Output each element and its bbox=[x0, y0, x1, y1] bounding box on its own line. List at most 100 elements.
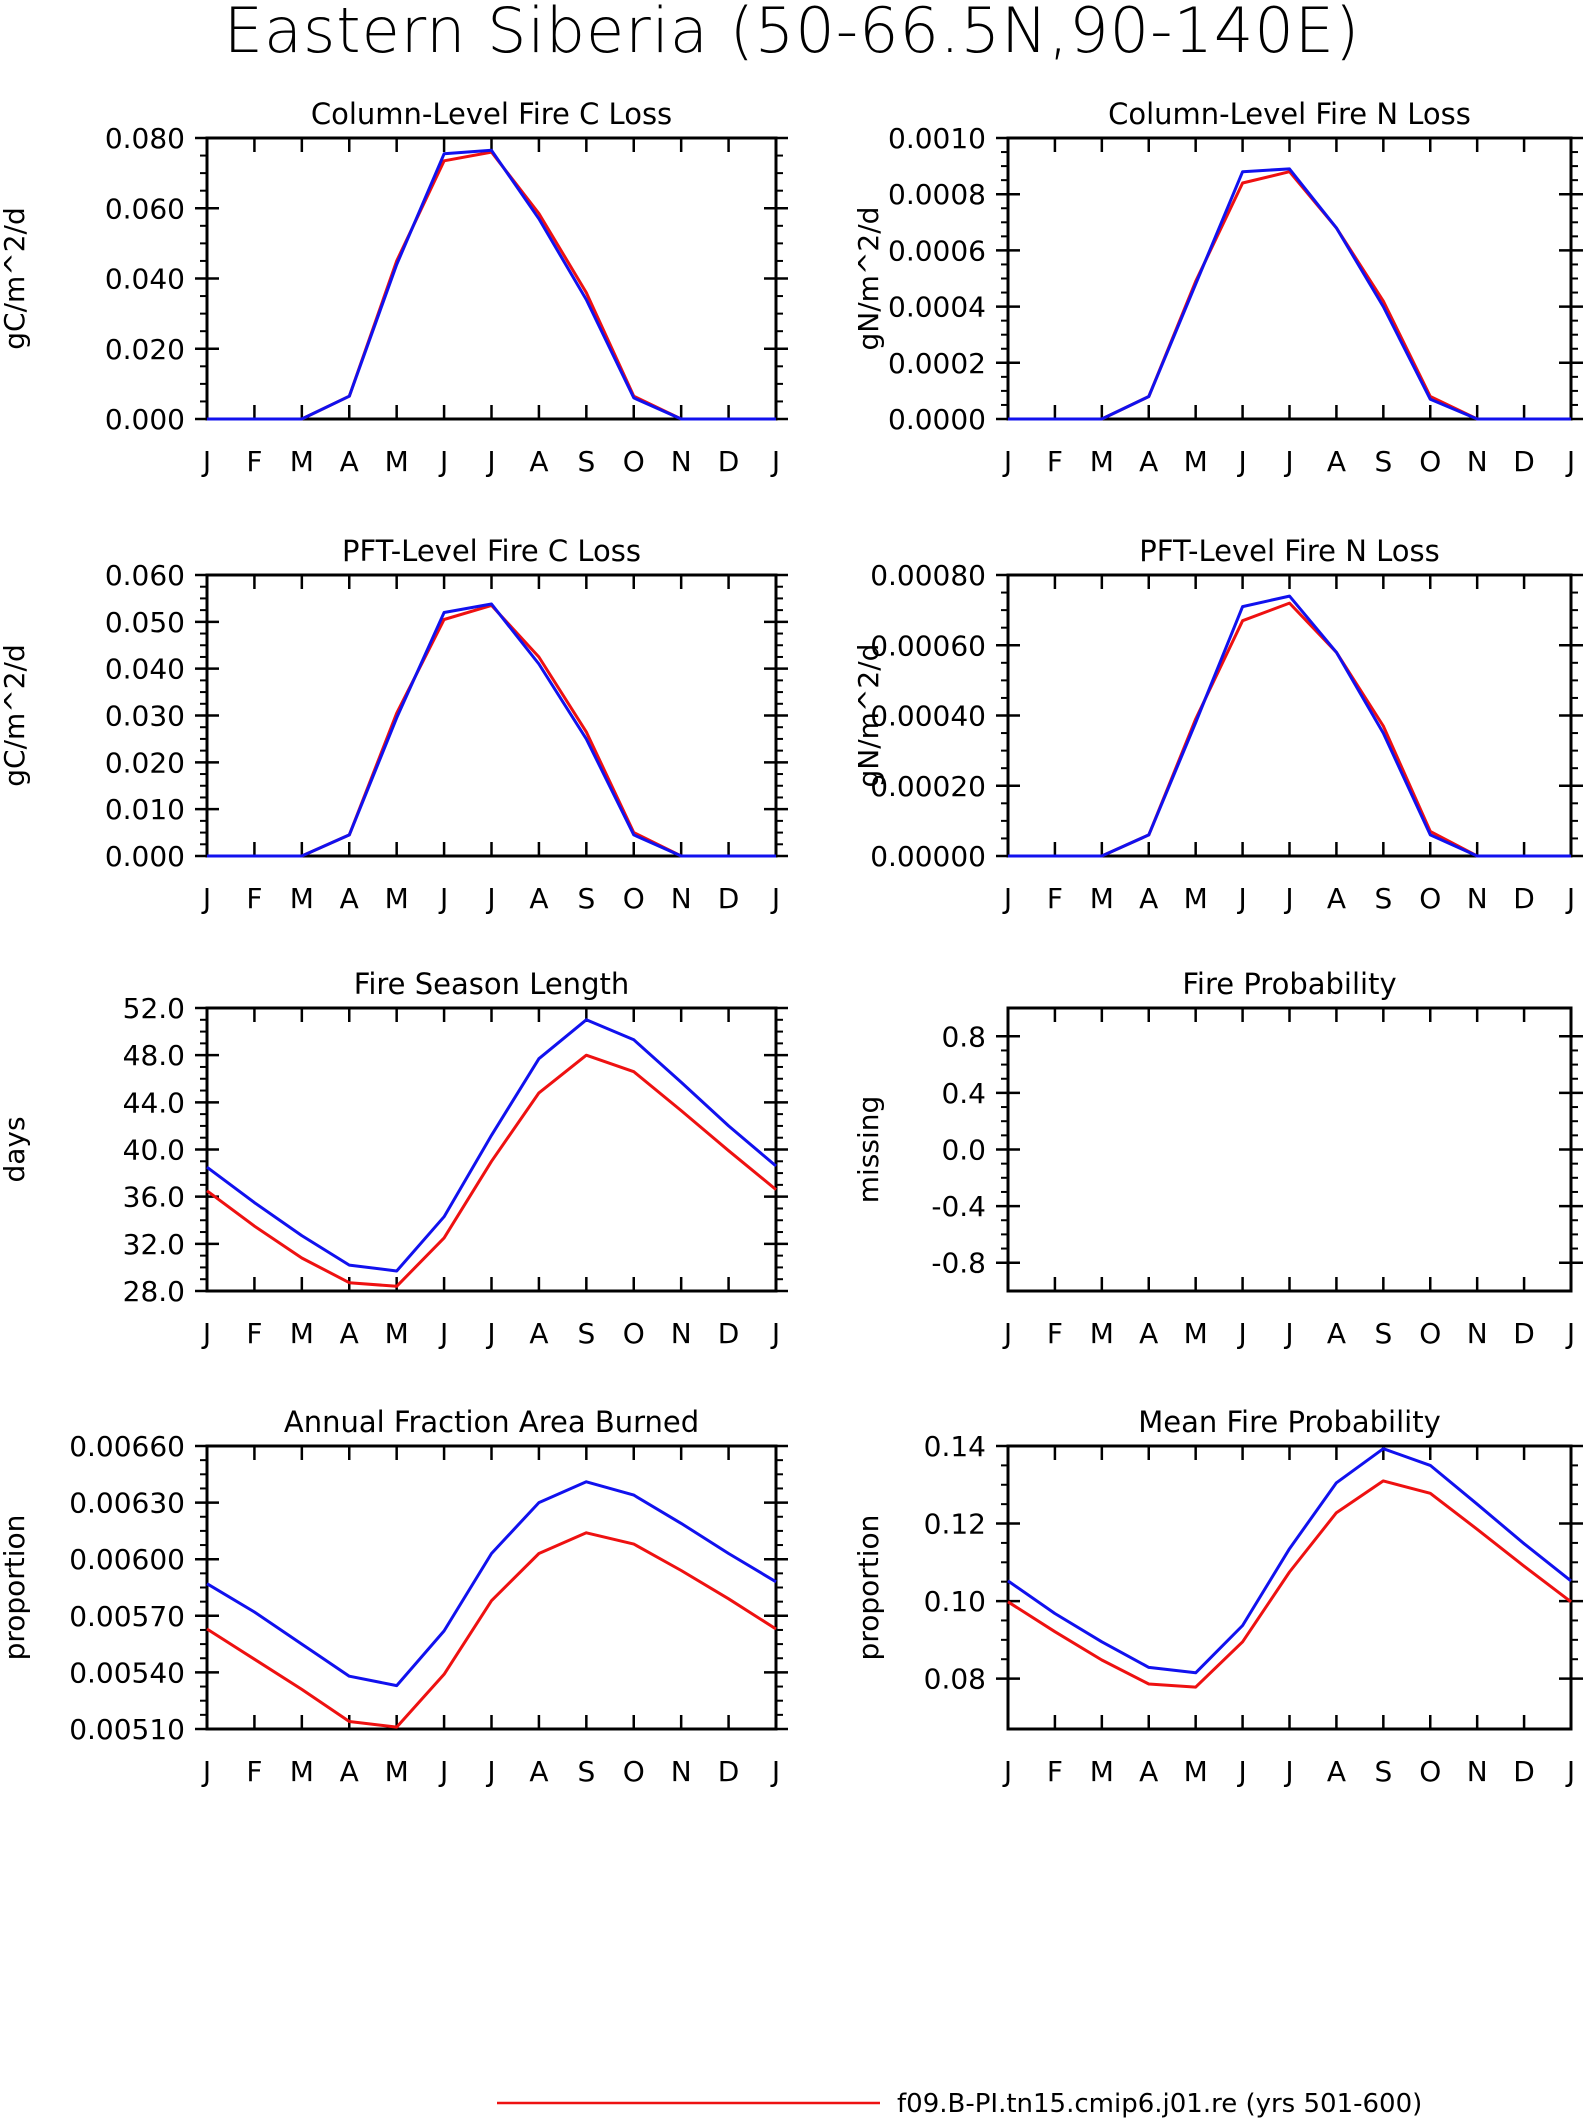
y-tick-label: 0.00630 bbox=[69, 1487, 185, 1520]
y-axis-label: gN/m^2/d bbox=[852, 207, 885, 351]
x-tick-label: J bbox=[1565, 1755, 1575, 1788]
x-tick-label: S bbox=[1374, 1317, 1392, 1350]
series-line-2 bbox=[1008, 594, 1571, 858]
y-tick-label: 48.0 bbox=[123, 1039, 185, 1072]
x-tick-label: A bbox=[529, 1317, 548, 1350]
x-tick-label: F bbox=[1047, 1317, 1063, 1350]
x-tick-label: N bbox=[671, 882, 692, 915]
panel-title: PFT-Level Fire N Loss bbox=[1139, 534, 1439, 568]
series-line-2 bbox=[207, 602, 776, 858]
x-tick-label: J bbox=[201, 882, 211, 915]
x-tick-label: J bbox=[1283, 445, 1293, 478]
y-tick-label: 28.0 bbox=[123, 1275, 185, 1308]
x-tick-label: M bbox=[1090, 445, 1114, 478]
x-tick-label: J bbox=[1002, 1755, 1012, 1788]
y-tick-label: 0.00080 bbox=[870, 559, 986, 592]
x-tick-label: D bbox=[1513, 882, 1535, 915]
x-tick-label: M bbox=[1184, 882, 1208, 915]
x-tick-label: D bbox=[718, 882, 740, 915]
y-tick-label: 0.00060 bbox=[870, 629, 986, 662]
y-tick-label: 0.14 bbox=[924, 1430, 986, 1463]
y-tick-label: 0.00540 bbox=[69, 1656, 185, 1689]
x-tick-label: J bbox=[1565, 1317, 1575, 1350]
x-tick-label: N bbox=[1467, 882, 1488, 915]
x-tick-label: J bbox=[438, 882, 448, 915]
x-tick-label: A bbox=[529, 445, 548, 478]
main-title: Eastern Siberia (50-66.5N,90-140E) bbox=[224, 0, 1360, 67]
x-tick-label: A bbox=[1327, 445, 1346, 478]
y-tick-label: 0.0000 bbox=[888, 403, 986, 436]
x-tick-label: S bbox=[577, 1755, 595, 1788]
plot-frame bbox=[1006, 573, 1573, 858]
x-tick-label: M bbox=[385, 1755, 409, 1788]
series-line-2 bbox=[206, 1018, 777, 1273]
y-tick-label: 0.040 bbox=[105, 263, 185, 296]
x-tick-label: D bbox=[1513, 445, 1535, 478]
x-tick-label: A bbox=[340, 882, 359, 915]
series-line-2 bbox=[1007, 1447, 1572, 1675]
x-tick-label: D bbox=[1513, 1755, 1535, 1788]
y-tick-label: 0.00040 bbox=[870, 700, 986, 733]
y-tick-label: 0.060 bbox=[105, 192, 185, 225]
y-tick-label: 0.020 bbox=[105, 333, 185, 366]
y-tick-label: 0.4 bbox=[941, 1077, 986, 1110]
plot-frame bbox=[1006, 136, 1573, 421]
y-tick-label: 0.08 bbox=[924, 1663, 986, 1696]
x-tick-label: N bbox=[671, 1317, 692, 1350]
series-line-1 bbox=[206, 1531, 777, 1729]
x-tick-label: M bbox=[1184, 445, 1208, 478]
y-axis-label: proportion bbox=[0, 1515, 31, 1661]
y-tick-label: 0.12 bbox=[924, 1508, 986, 1541]
y-tick-label: 0.020 bbox=[105, 746, 185, 779]
y-axis-label: missing bbox=[852, 1096, 885, 1204]
x-tick-label: J bbox=[485, 1317, 495, 1350]
x-tick-label: J bbox=[485, 445, 495, 478]
x-tick-label: F bbox=[246, 882, 262, 915]
series-line-1 bbox=[1008, 601, 1571, 858]
x-tick-label: J bbox=[1236, 1755, 1246, 1788]
x-tick-label: A bbox=[1139, 445, 1158, 478]
x-tick-label: J bbox=[1565, 445, 1575, 478]
series-line-1 bbox=[1007, 1479, 1572, 1689]
x-tick-label: M bbox=[385, 882, 409, 915]
x-tick-label: J bbox=[485, 882, 495, 915]
x-tick-label: M bbox=[1184, 1755, 1208, 1788]
panel-title: Mean Fire Probability bbox=[1138, 1405, 1441, 1439]
plot-frame bbox=[205, 1006, 778, 1293]
x-tick-label: A bbox=[1327, 882, 1346, 915]
x-tick-label: N bbox=[671, 1755, 692, 1788]
series-line-2 bbox=[206, 1480, 777, 1688]
x-tick-label: J bbox=[1002, 1317, 1012, 1350]
x-tick-label: F bbox=[246, 1317, 262, 1350]
plot-frame bbox=[1006, 1006, 1573, 1293]
panel-title: Fire Probability bbox=[1182, 967, 1396, 1001]
x-tick-label: O bbox=[1419, 445, 1441, 478]
x-tick-label: F bbox=[1047, 1755, 1063, 1788]
y-tick-label: 40.0 bbox=[123, 1134, 185, 1167]
x-tick-label: M bbox=[1090, 1317, 1114, 1350]
x-tick-label: D bbox=[718, 445, 740, 478]
panel-title: PFT-Level Fire C Loss bbox=[342, 534, 641, 568]
x-tick-label: J bbox=[438, 445, 448, 478]
y-tick-label: 0.030 bbox=[105, 700, 185, 733]
y-tick-label: -0.4 bbox=[931, 1190, 986, 1223]
x-tick-label: N bbox=[1467, 1755, 1488, 1788]
legend-label-case1: f09.B-PI.tn15.cmip6.j01.re (yrs 501-600) bbox=[897, 2089, 1422, 2119]
x-tick-label: F bbox=[1047, 445, 1063, 478]
y-tick-label: 0.0006 bbox=[888, 234, 986, 267]
panel-title: Annual Fraction Area Burned bbox=[284, 1405, 699, 1439]
x-tick-label: F bbox=[246, 445, 262, 478]
y-tick-label: 0.00000 bbox=[870, 840, 986, 873]
x-tick-label: J bbox=[201, 445, 211, 478]
x-tick-label: J bbox=[1236, 445, 1246, 478]
x-tick-label: J bbox=[1236, 882, 1246, 915]
series-line-2 bbox=[207, 148, 776, 421]
x-tick-label: J bbox=[770, 1317, 780, 1350]
y-tick-label: 0.010 bbox=[105, 793, 185, 826]
panel-title: Fire Season Length bbox=[354, 967, 629, 1001]
x-tick-label: O bbox=[623, 1317, 645, 1350]
x-tick-label: A bbox=[340, 1317, 359, 1350]
